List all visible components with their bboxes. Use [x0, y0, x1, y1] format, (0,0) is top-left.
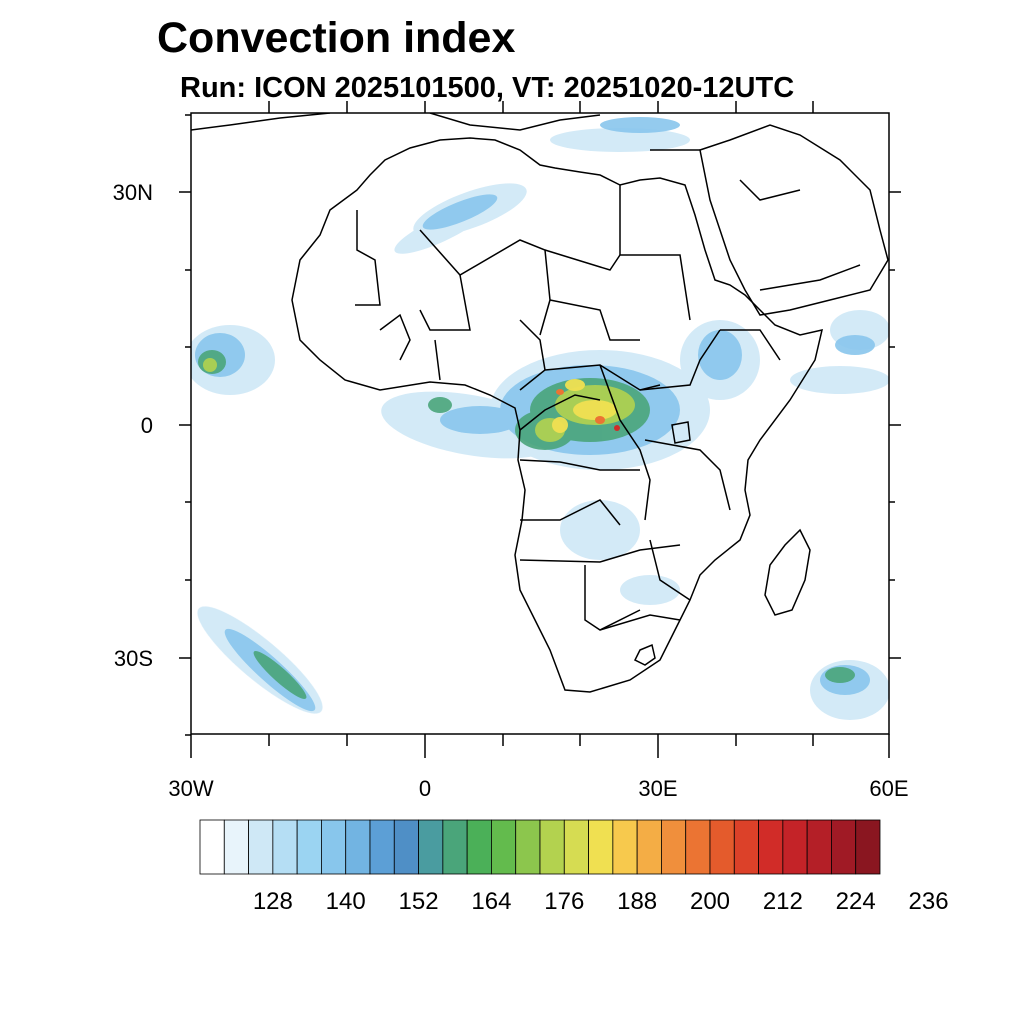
- colorbar-box: [345, 819, 371, 875]
- colorbar-box: [466, 819, 492, 875]
- lat-label-30s: 30S: [113, 646, 153, 671]
- colorbar-box: [709, 819, 735, 875]
- colorbar-box: [661, 819, 687, 875]
- colorbar-box: [515, 819, 541, 875]
- colorbar-box: [369, 819, 395, 875]
- colorbar-box: [539, 819, 565, 875]
- colorbar-box: [296, 819, 322, 875]
- colorbar-box: [685, 819, 711, 875]
- chart-title: Convection index: [157, 14, 516, 62]
- chart-subtitle: Run: ICON 2025101500, VT: 20251020-12UTC: [180, 72, 795, 104]
- colorbar-box: [782, 819, 808, 875]
- lon-label-30e: 30E: [638, 776, 678, 801]
- colorbar: [199, 819, 881, 875]
- convection-shading: [191, 117, 889, 720]
- colorbar-box: [491, 819, 517, 875]
- colorbar-label: 176: [544, 888, 585, 915]
- colorbar-box: [393, 819, 419, 875]
- colorbar-label: 188: [617, 888, 658, 915]
- colorbar-box: [199, 819, 225, 875]
- colorbar-box: [223, 819, 249, 875]
- colorbar-box: [248, 819, 274, 875]
- colorbar-box: [272, 819, 298, 875]
- colorbar-box: [758, 819, 784, 875]
- colorbar-label: 140: [325, 888, 366, 915]
- colorbar-label: 152: [398, 888, 439, 915]
- colorbar-label: 200: [689, 888, 731, 915]
- colorbar-box: [321, 819, 347, 875]
- colorbar-box: [418, 819, 444, 875]
- colorbar-box: [855, 819, 881, 875]
- lat-label-0: 0: [140, 413, 153, 438]
- lon-label-0: 0: [418, 776, 432, 801]
- colorbar-label: 236: [908, 888, 949, 915]
- colorbar-label: 224: [835, 888, 876, 915]
- colorbar-box: [636, 819, 662, 875]
- colorbar-label: 212: [762, 888, 803, 915]
- axis-ticks: [179, 101, 901, 758]
- colorbar-box: [563, 819, 589, 875]
- colorbar-box: [612, 819, 638, 875]
- colorbar-box: [806, 819, 832, 875]
- lat-label-30n: 30N: [112, 180, 153, 205]
- colorbar-label: 128: [252, 888, 293, 915]
- colorbar-label: 164: [471, 888, 512, 915]
- coastlines: [191, 113, 889, 693]
- colorbar-box: [442, 819, 468, 875]
- colorbar-box: [588, 819, 614, 875]
- lon-label-60e: 60E: [869, 776, 909, 801]
- colorbar-box: [831, 819, 857, 875]
- colorbar-box: [733, 819, 759, 875]
- lon-label-30w: 30W: [168, 776, 214, 801]
